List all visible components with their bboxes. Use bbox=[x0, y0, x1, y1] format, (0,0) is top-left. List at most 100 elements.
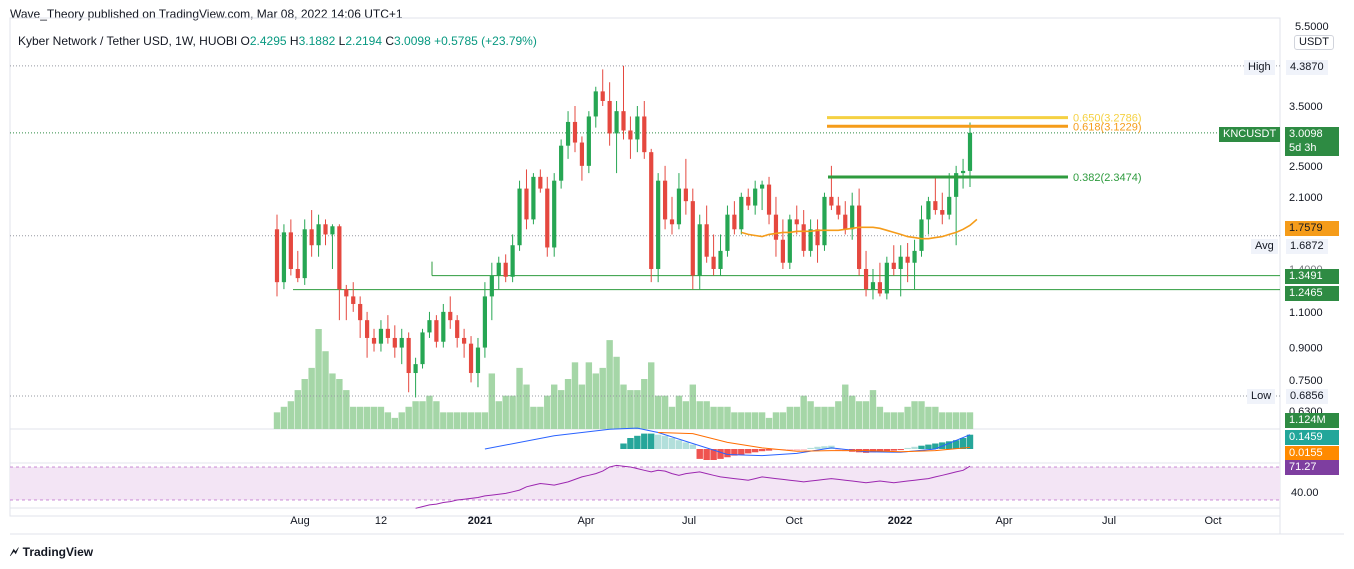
candle-body bbox=[406, 337, 411, 374]
candle-body bbox=[344, 289, 349, 297]
tradingview-logo-icon: 🗲 bbox=[10, 544, 19, 559]
candle-body bbox=[565, 121, 571, 146]
ma-value-tag: 1.7579 bbox=[1285, 221, 1339, 236]
candle-body bbox=[773, 214, 779, 240]
price-tick-label: 1.1000 bbox=[1289, 307, 1323, 319]
volume-bar bbox=[315, 329, 322, 429]
macd-histogram-bar bbox=[717, 449, 724, 459]
volume-bar bbox=[952, 412, 960, 429]
volume-bar bbox=[668, 406, 676, 429]
volume-bar bbox=[717, 406, 724, 429]
volume-bar bbox=[675, 395, 683, 429]
candle-body bbox=[662, 180, 668, 220]
countdown-tag: 5d 3h bbox=[1285, 141, 1339, 156]
time-axis-label: Oct bbox=[785, 515, 802, 527]
macd-histogram-bar bbox=[883, 449, 891, 452]
candle-body bbox=[891, 262, 896, 269]
candle-body bbox=[787, 219, 792, 263]
volume-bar bbox=[855, 401, 863, 429]
candle-body bbox=[884, 262, 889, 294]
time-axis-label: Oct bbox=[1204, 515, 1221, 527]
candle-body bbox=[302, 229, 307, 279]
candle-body bbox=[780, 239, 785, 263]
candle-body bbox=[475, 347, 481, 374]
close-value: 3.0098 bbox=[394, 34, 431, 48]
candle-body bbox=[870, 282, 876, 290]
rsi-band bbox=[10, 467, 1280, 500]
candle-body bbox=[954, 173, 959, 197]
candle-body bbox=[822, 196, 827, 246]
candle-body bbox=[524, 188, 529, 220]
candle-body bbox=[462, 337, 467, 344]
volume-bar bbox=[391, 417, 399, 429]
candle-body bbox=[441, 311, 446, 342]
volume-bar bbox=[502, 395, 509, 429]
volume-bar bbox=[377, 406, 385, 429]
volume-bar bbox=[474, 412, 482, 429]
macd-histogram-bar bbox=[648, 433, 655, 449]
change-value: +0.5785 (+23.79%) bbox=[434, 34, 537, 48]
tradingview-brand[interactable]: 🗲 TradingView bbox=[10, 544, 93, 560]
volume-bar bbox=[689, 384, 696, 429]
candle-body bbox=[690, 201, 695, 276]
avg-name: Avg bbox=[1251, 239, 1278, 254]
volume-bar bbox=[557, 390, 565, 429]
volume-bar bbox=[862, 401, 870, 429]
macd-histogram-bar bbox=[890, 449, 897, 451]
candle-body bbox=[593, 91, 598, 117]
candle-body bbox=[766, 184, 772, 215]
rsi-pane bbox=[10, 464, 1280, 509]
candle-body bbox=[538, 176, 543, 189]
currency-button[interactable]: USDT bbox=[1294, 35, 1334, 50]
volume-bar bbox=[890, 412, 897, 429]
price-tick-label: 3.5000 bbox=[1289, 101, 1323, 113]
price-tick-label: 2.1000 bbox=[1289, 192, 1323, 204]
candle-body bbox=[960, 170, 966, 174]
macd-histogram-bar bbox=[904, 447, 911, 449]
candle-body bbox=[863, 268, 869, 290]
candle-body bbox=[947, 196, 952, 215]
volume-bar bbox=[904, 406, 911, 429]
fib-level-label: 0.650(3.2786) bbox=[1073, 113, 1142, 125]
high-value: 3.1882 bbox=[298, 34, 336, 48]
fib-level-label: 0.618(3.1229) bbox=[1073, 121, 1142, 133]
macd-histogram-bar bbox=[689, 444, 696, 449]
candle-body bbox=[697, 224, 702, 276]
volume-bar bbox=[516, 367, 523, 429]
macd-signal-tag: 0.0155 bbox=[1285, 446, 1339, 461]
macd-histogram-bar bbox=[731, 449, 738, 456]
volume-bar bbox=[509, 395, 516, 429]
candle-body bbox=[607, 100, 612, 134]
volume-bar bbox=[959, 412, 967, 429]
volume-bar bbox=[842, 384, 849, 429]
volume-bar bbox=[592, 373, 599, 429]
volume-bar bbox=[578, 384, 586, 429]
candle-body bbox=[364, 320, 370, 338]
macd-histogram-bar bbox=[876, 449, 884, 452]
close-label: C bbox=[385, 34, 395, 48]
volume-bar bbox=[821, 406, 828, 429]
volume-bar bbox=[329, 373, 336, 429]
price-tick-label: 2.5000 bbox=[1289, 161, 1323, 173]
candle-body bbox=[281, 232, 287, 283]
candle-body bbox=[413, 364, 418, 374]
macd-histogram-bar bbox=[751, 449, 759, 453]
volume-bar bbox=[384, 412, 392, 429]
macd-histogram-bar bbox=[821, 446, 828, 449]
candle-body bbox=[600, 91, 605, 101]
symbol-title: Kyber Network / Tether USD, 1W, HUOBI bbox=[18, 34, 238, 48]
price-tick-label: 0.7500 bbox=[1289, 375, 1323, 387]
candle-body bbox=[905, 256, 910, 263]
fib-level-label: 0.382(2.3474) bbox=[1073, 172, 1142, 184]
candle-body bbox=[725, 214, 730, 251]
candle-body bbox=[572, 121, 578, 143]
macd-histogram-bar bbox=[738, 449, 745, 455]
volume-bar bbox=[426, 395, 433, 429]
macd-histogram-bar bbox=[952, 440, 960, 449]
candle-body bbox=[358, 303, 363, 321]
macd-histogram-bar bbox=[793, 449, 800, 451]
time-axis-label: 2022 bbox=[888, 515, 912, 527]
candle-body bbox=[288, 232, 293, 269]
volume-bar bbox=[883, 412, 891, 429]
